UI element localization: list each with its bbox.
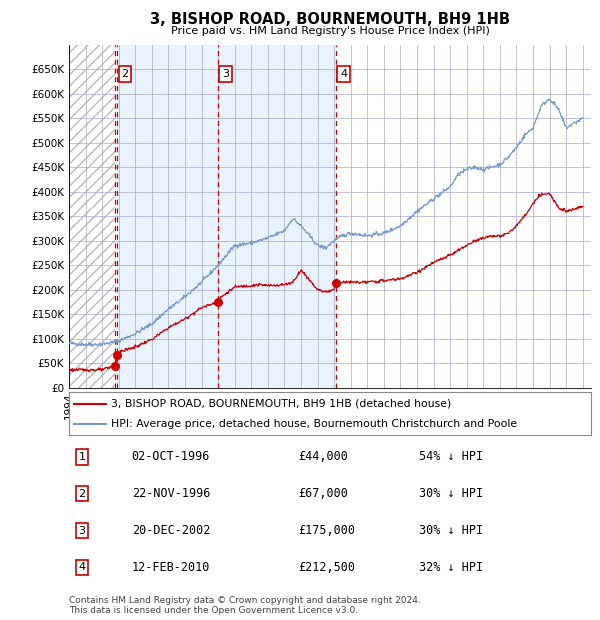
Text: 3, BISHOP ROAD, BOURNEMOUTH, BH9 1HB (detached house): 3, BISHOP ROAD, BOURNEMOUTH, BH9 1HB (de… [111, 399, 451, 409]
Text: 30% ↓ HPI: 30% ↓ HPI [419, 487, 483, 500]
Text: 02-OCT-1996: 02-OCT-1996 [131, 450, 210, 463]
Text: 12-FEB-2010: 12-FEB-2010 [131, 561, 210, 574]
Text: 4: 4 [79, 562, 86, 572]
Text: 3: 3 [222, 69, 229, 79]
Bar [69, 45, 115, 388]
Text: 54% ↓ HPI: 54% ↓ HPI [419, 450, 483, 463]
Text: Price paid vs. HM Land Registry's House Price Index (HPI): Price paid vs. HM Land Registry's House … [170, 26, 490, 36]
Text: £67,000: £67,000 [299, 487, 349, 500]
Text: 3: 3 [79, 526, 86, 536]
Text: 2: 2 [79, 489, 86, 498]
Text: 22-NOV-1996: 22-NOV-1996 [131, 487, 210, 500]
Text: 2: 2 [122, 69, 128, 79]
Text: £44,000: £44,000 [299, 450, 349, 463]
Text: 4: 4 [340, 69, 347, 79]
Text: HPI: Average price, detached house, Bournemouth Christchurch and Poole: HPI: Average price, detached house, Bour… [111, 418, 517, 428]
Bar [118, 45, 336, 388]
Text: 1: 1 [79, 452, 86, 462]
Text: 20-DEC-2002: 20-DEC-2002 [131, 524, 210, 537]
Text: £175,000: £175,000 [299, 524, 356, 537]
Text: 3, BISHOP ROAD, BOURNEMOUTH, BH9 1HB: 3, BISHOP ROAD, BOURNEMOUTH, BH9 1HB [150, 12, 510, 27]
Text: Contains HM Land Registry data © Crown copyright and database right 2024.
This d: Contains HM Land Registry data © Crown c… [69, 596, 421, 615]
Text: 30% ↓ HPI: 30% ↓ HPI [419, 524, 483, 537]
Text: 32% ↓ HPI: 32% ↓ HPI [419, 561, 483, 574]
Text: £212,500: £212,500 [299, 561, 356, 574]
